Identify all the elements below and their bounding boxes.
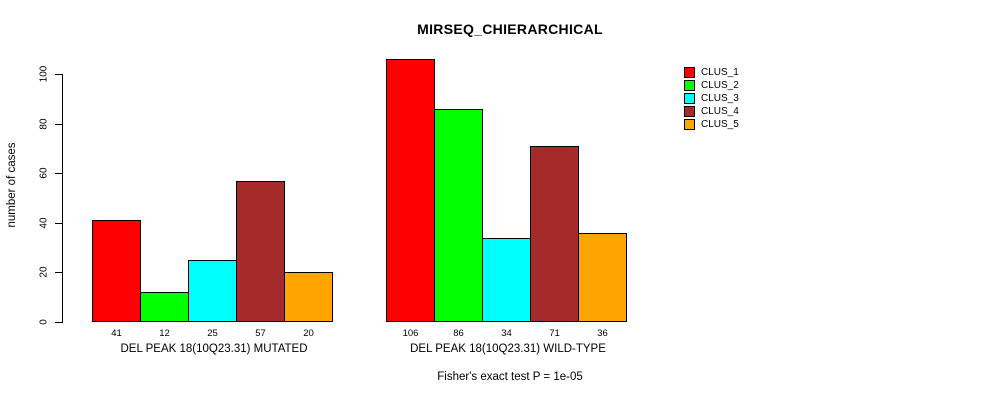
bar-clus_4-group1 (236, 181, 285, 322)
x-group-label-wild-type: DEL PEAK 18(10Q23.31) WILD-TYPE (410, 343, 606, 355)
y-tick-mark (55, 74, 62, 75)
legend-item-clus_2: CLUS_2 (684, 79, 739, 92)
bar-clus_2-group2 (434, 109, 483, 322)
chart-title: MIRSEQ_CHIERARCHICAL (417, 21, 603, 37)
bar-value-label: 25 (207, 328, 218, 339)
bar-value-label: 12 (159, 328, 170, 339)
legend-swatch-clus_4 (684, 106, 695, 117)
legend-label: CLUS_2 (701, 80, 739, 91)
y-tick-mark (55, 272, 62, 274)
bar-clus_5-group1 (284, 272, 333, 322)
y-tick-label: 20 (38, 266, 50, 278)
y-tick-mark (55, 173, 62, 175)
bar-value-label: 36 (597, 328, 608, 339)
bar-clus_1-group1 (92, 220, 141, 322)
legend-item-clus_1: CLUS_1 (684, 66, 739, 79)
legend-swatch-clus_5 (684, 119, 695, 130)
y-tick-label: 80 (38, 118, 50, 130)
bar-value-label: 20 (303, 328, 314, 339)
bar-value-label: 71 (549, 328, 560, 339)
legend-label: CLUS_3 (701, 93, 739, 104)
legend-swatch-clus_1 (684, 67, 695, 78)
legend-item-clus_5: CLUS_5 (684, 118, 739, 131)
y-tick-label: 100 (38, 65, 50, 83)
bar-clus_3-group1 (188, 260, 237, 322)
legend-label: CLUS_5 (701, 119, 739, 130)
bar-clus_2-group1 (140, 292, 189, 322)
legend-swatch-clus_3 (684, 93, 695, 104)
x-group-label-mutated: DEL PEAK 18(10Q23.31) MUTATED (120, 343, 308, 355)
bar-clus_1-group2 (386, 59, 435, 322)
bar-clus_5-group2 (578, 233, 627, 322)
bar-clus_3-group2 (482, 238, 531, 322)
y-tick-mark (55, 322, 62, 323)
y-tick-mark (55, 222, 62, 224)
legend: CLUS_1 CLUS_2 CLUS_3 CLUS_4 CLUS_5 (684, 66, 739, 131)
bar-clus_4-group2 (530, 146, 579, 322)
legend-item-clus_3: CLUS_3 (684, 92, 739, 105)
fisher-test-caption: Fisher's exact test P = 1e-05 (437, 371, 583, 383)
y-tick-label: 40 (38, 217, 50, 229)
bar-value-label: 86 (453, 328, 464, 339)
y-tick-label: 0 (38, 319, 50, 325)
y-axis-title: number of cases (6, 142, 18, 228)
bar-value-label: 34 (501, 328, 512, 339)
legend-item-clus_4: CLUS_4 (684, 105, 739, 118)
y-axis-line (62, 74, 63, 323)
bar-value-label: 57 (255, 328, 266, 339)
legend-label: CLUS_1 (701, 67, 739, 78)
bar-value-label: 106 (402, 328, 419, 339)
y-tick-label: 60 (38, 167, 50, 179)
bar-value-label: 41 (111, 328, 122, 339)
legend-label: CLUS_4 (701, 106, 739, 117)
legend-swatch-clus_2 (684, 80, 695, 91)
y-tick-mark (55, 123, 62, 125)
